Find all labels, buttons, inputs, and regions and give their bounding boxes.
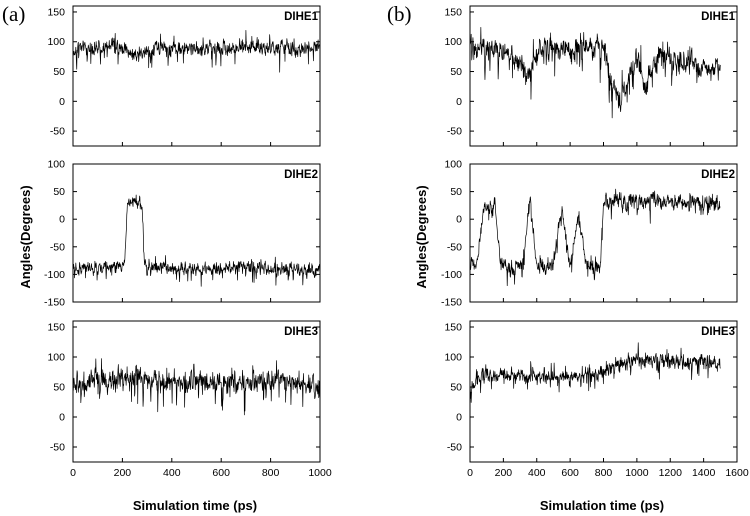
plot-frame-b-dihe2 xyxy=(469,163,738,303)
subplot-b-dihe3: -50 0 50 100 150 0 200 400 600 800 1000 1200 1400 160… xyxy=(444,320,749,479)
y-tick-label-b-dihe1: 50 xyxy=(450,66,462,78)
y-tick-label-a-dihe1: 150 xyxy=(47,6,65,18)
y-tick-label-b-dihe3: 100 xyxy=(444,352,462,364)
y-tick-label-a-dihe2: 100 xyxy=(47,159,65,171)
panel-b-y-axis-title: Angles(Degrees) xyxy=(414,185,429,288)
series-label-b-dihe2: DIHE2 xyxy=(701,169,735,181)
x-tick-label-b-dihe3: 1600 xyxy=(725,467,749,479)
x-tick-label-a-dihe3: 800 xyxy=(262,467,280,479)
y-tick-label-b-dihe1: 150 xyxy=(444,6,462,18)
x-tick-label-b-dihe3: 1000 xyxy=(625,467,649,479)
series-label-b-dihe3: DIHE3 xyxy=(701,326,735,338)
x-tick-label-a-dihe3: 600 xyxy=(212,467,230,479)
panel-b-letter: (b) xyxy=(387,2,412,26)
y-tick-label-b-dihe2: -100 xyxy=(441,269,462,281)
y-tick-label-a-dihe2: 0 xyxy=(59,214,65,226)
series-line-a-dihe3 xyxy=(72,358,321,416)
panel-b-x-axis-title: Simulation time (ps) xyxy=(540,498,664,513)
series-label-b-dihe1: DIHE1 xyxy=(701,11,735,23)
series-line-a-dihe2 xyxy=(72,194,321,287)
x-tick-label-a-dihe3: 0 xyxy=(70,467,76,479)
x-tick-label-a-dihe3: 1000 xyxy=(308,467,332,479)
y-tick-label-a-dihe2: 50 xyxy=(53,186,65,198)
y-tick-label-a-dihe2: -150 xyxy=(44,297,65,309)
y-tick-label-b-dihe2: 0 xyxy=(456,214,462,226)
y-tick-label-b-dihe1: -50 xyxy=(447,126,462,138)
y-tick-label-b-dihe2: 100 xyxy=(444,159,462,171)
series-label-a-dihe2: DIHE2 xyxy=(284,169,318,181)
x-tick-label-a-dihe3: 400 xyxy=(163,467,181,479)
y-tick-label-a-dihe3: 150 xyxy=(47,322,65,334)
series-label-a-dihe1: DIHE1 xyxy=(284,11,318,23)
x-tick-label-a-dihe3: 200 xyxy=(114,467,132,479)
series-line-b-dihe1 xyxy=(469,27,721,119)
y-tick-label-a-dihe1: -50 xyxy=(50,126,65,138)
x-tick-label-b-dihe3: 400 xyxy=(528,467,546,479)
y-tick-label-b-dihe3: 50 xyxy=(450,382,462,394)
y-tick-label-a-dihe1: 100 xyxy=(47,36,65,48)
y-tick-label-b-dihe1: 100 xyxy=(444,36,462,48)
plot-frame-a-dihe1 xyxy=(72,5,321,147)
y-tick-label-a-dihe1: 50 xyxy=(53,66,65,78)
x-tick-label-b-dihe3: 0 xyxy=(467,467,473,479)
series-line-b-dihe2 xyxy=(469,188,721,287)
y-tick-label-b-dihe2: -150 xyxy=(441,297,462,309)
y-tick-label-a-dihe3: 50 xyxy=(53,382,65,394)
x-tick-label-b-dihe3: 200 xyxy=(495,467,513,479)
x-tick-label-b-dihe3: 1200 xyxy=(659,467,683,479)
y-tick-label-a-dihe2: -50 xyxy=(50,241,65,253)
y-tick-label-a-dihe3: 100 xyxy=(47,352,65,364)
subplot-b-dihe1: -50 0 50 100 150 DIHE1 xyxy=(444,5,738,147)
panel-a-x-axis-title: Simulation time (ps) xyxy=(133,498,257,513)
subplot-a-dihe2: -150 -100 -50 0 50 100 DIHE2 xyxy=(44,159,321,309)
x-tick-label-b-dihe3: 1400 xyxy=(692,467,716,479)
x-tick-label-b-dihe3: 600 xyxy=(561,467,579,479)
y-tick-label-b-dihe3: 0 xyxy=(456,412,462,424)
plot-frame-a-dihe3 xyxy=(72,320,321,463)
y-tick-label-b-dihe3: 150 xyxy=(444,322,462,334)
plot-frame-a-dihe2 xyxy=(72,163,321,303)
y-tick-label-a-dihe1: 0 xyxy=(59,96,65,108)
panel-a-y-axis-title: Angles(Degrees) xyxy=(18,185,33,288)
y-tick-label-a-dihe2: -100 xyxy=(44,269,65,281)
y-tick-label-a-dihe3: -50 xyxy=(50,442,65,454)
subplot-a-dihe3: -50 0 50 100 150 0 200 400 600 800 1000 DIHE3 xyxy=(47,320,332,479)
y-tick-label-b-dihe3: -50 xyxy=(447,442,462,454)
panel-a-letter: (a) xyxy=(2,2,25,26)
series-line-b-dihe3 xyxy=(469,342,721,403)
y-tick-label-a-dihe3: 0 xyxy=(59,412,65,424)
x-tick-label-b-dihe3: 800 xyxy=(595,467,613,479)
y-tick-label-b-dihe2: -50 xyxy=(447,241,462,253)
subplot-a-dihe1: -50 0 50 100 150 DIHE1 xyxy=(47,5,321,147)
subplot-b-dihe2: -150 -100 -50 0 50 100 DIHE2 xyxy=(441,159,738,309)
series-label-a-dihe3: DIHE3 xyxy=(284,326,318,338)
y-tick-label-b-dihe1: 0 xyxy=(456,96,462,108)
series-line-a-dihe1 xyxy=(72,30,321,73)
y-tick-label-b-dihe2: 50 xyxy=(450,186,462,198)
plot-frame-b-dihe3 xyxy=(469,320,738,463)
